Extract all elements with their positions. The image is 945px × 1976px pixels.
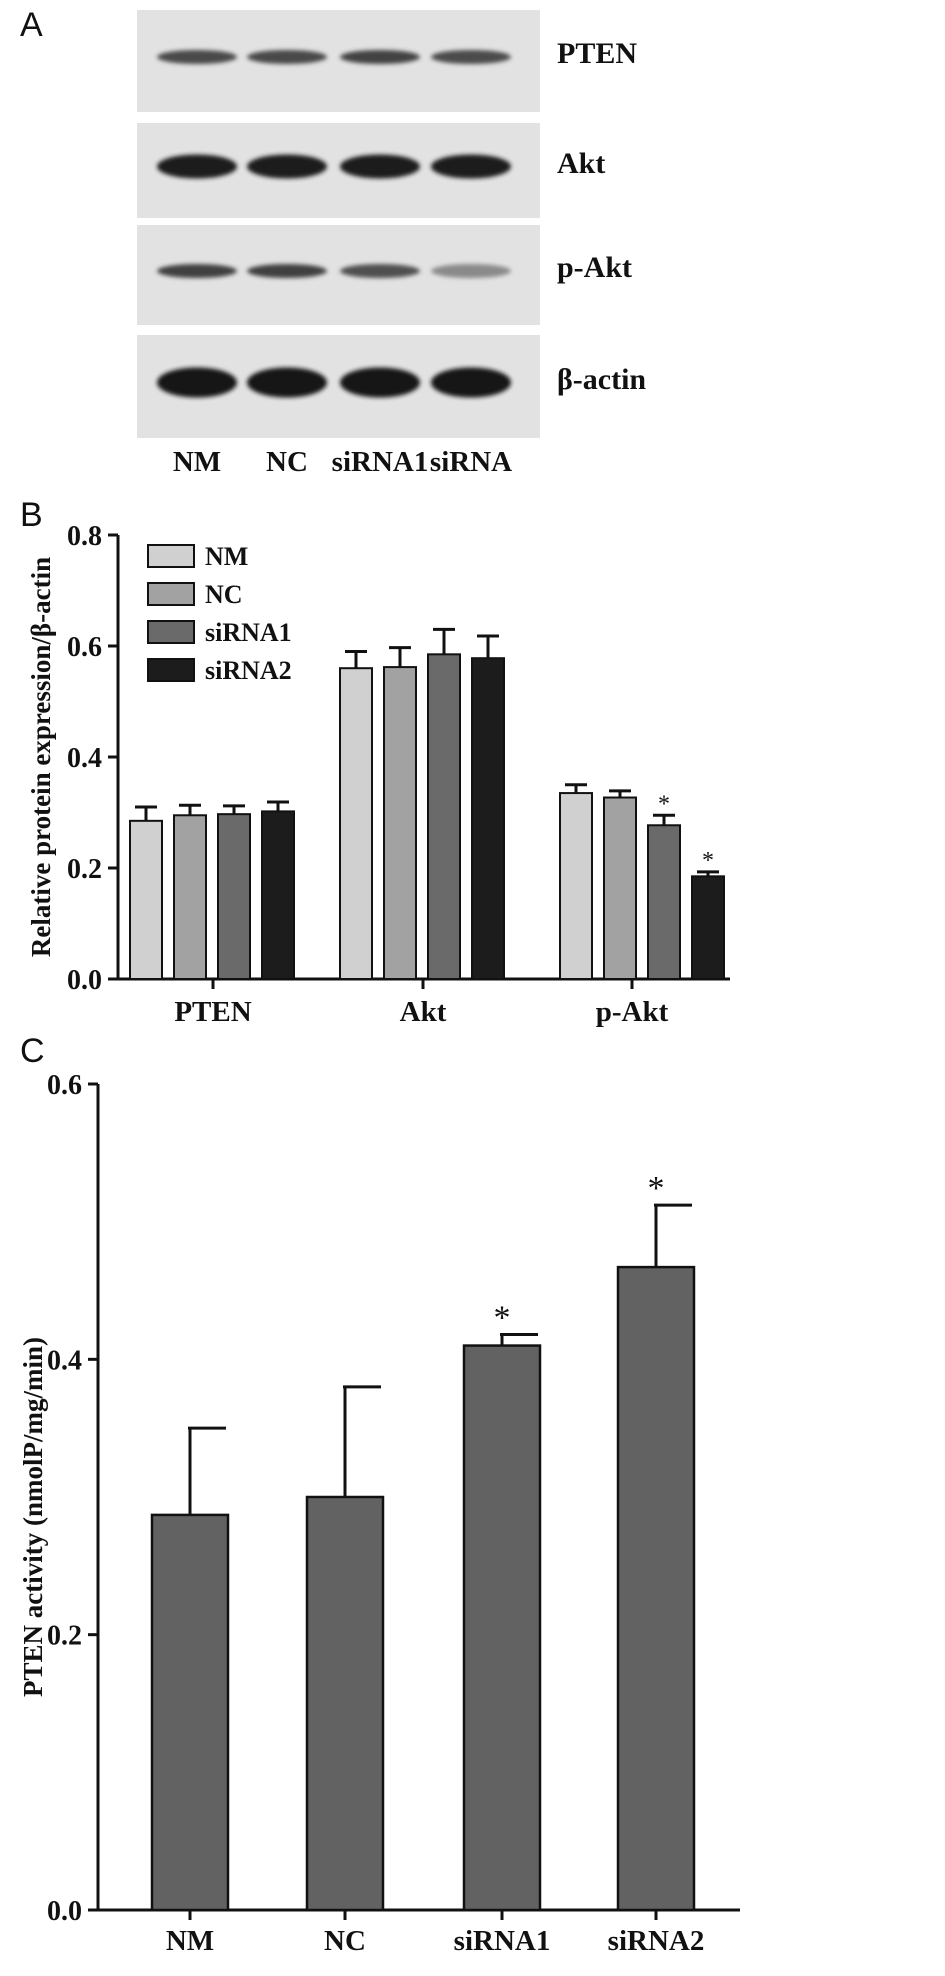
blot-band	[340, 154, 420, 179]
blot-band	[431, 367, 511, 398]
bar	[217, 813, 251, 981]
significance-star: *	[702, 848, 714, 874]
y-tick-label: 0.0	[67, 965, 102, 996]
y-tick-label: 0.2	[47, 1621, 82, 1652]
x-tick-label: NM	[166, 1925, 214, 1957]
legend-swatch	[147, 620, 195, 644]
y-axis-label: Relative protein expression/β-actin	[26, 557, 56, 957]
blot-band	[431, 264, 511, 278]
blot-label: β-actin	[557, 362, 647, 396]
western-blot	[137, 10, 540, 438]
y-tick-label: 0.6	[67, 632, 102, 663]
x-tick-label: siRNA2	[608, 1925, 705, 1957]
blot-band	[157, 50, 237, 64]
blot-label: Akt	[557, 146, 606, 180]
blot-band	[340, 264, 420, 278]
bar	[339, 667, 373, 980]
panel-a-letter: A	[20, 6, 43, 44]
significance-star: *	[648, 1170, 665, 1207]
blot-band	[247, 264, 327, 278]
legend-label: siRNA1	[205, 618, 292, 647]
blot-band	[247, 154, 327, 179]
blot-band	[157, 367, 237, 398]
panel-c-letter: C	[20, 1032, 45, 1070]
lane-label: NM	[172, 446, 222, 478]
bar	[616, 1265, 696, 1912]
legend-swatch	[147, 544, 195, 568]
lane-label: siRNA	[429, 446, 513, 478]
legend-label: NC	[205, 580, 243, 609]
legend-swatch	[147, 658, 195, 682]
blot-label: p-Akt	[557, 251, 633, 284]
x-tick-label: siRNA1	[454, 1925, 551, 1957]
y-tick-label: 0.8	[67, 521, 102, 552]
x-tick-label: Akt	[400, 996, 447, 1028]
legend-label: siRNA2	[205, 656, 292, 685]
y-tick-label: 0.6	[47, 1070, 82, 1101]
bar	[559, 792, 593, 981]
bar	[462, 1344, 542, 1912]
bar	[261, 810, 295, 981]
bar	[427, 653, 461, 980]
x-tick-label: NC	[324, 1925, 366, 1957]
legend-swatch	[147, 582, 195, 606]
y-tick-label: 0.4	[67, 743, 102, 774]
bar	[383, 666, 417, 980]
lane-label: siRNA1	[331, 446, 429, 478]
y-tick-label: 0.4	[47, 1345, 82, 1376]
blot-label: PTEN	[557, 37, 638, 70]
bar	[471, 657, 505, 981]
bar	[647, 824, 681, 981]
bar	[305, 1495, 385, 1912]
bar	[173, 814, 207, 980]
bar	[129, 819, 163, 981]
y-tick-label: 0.2	[67, 854, 102, 885]
blot-band	[340, 50, 420, 64]
blot-band	[247, 50, 327, 64]
y-tick-label: 0.0	[47, 1896, 82, 1927]
bar	[150, 1513, 230, 1912]
x-tick-label: PTEN	[174, 996, 251, 1028]
blot-band	[431, 154, 511, 179]
legend-label: NM	[205, 542, 248, 571]
protein-expression-chart: 0.0 0.2 0.4 0.6 0.8 Relative protein expressi…	[26, 521, 730, 1028]
blot-band	[340, 367, 420, 398]
bar	[691, 875, 725, 981]
blot-band	[157, 264, 237, 278]
panel-b-letter: B	[20, 496, 43, 534]
blot-band	[431, 50, 511, 64]
blot-band	[247, 367, 327, 398]
significance-star: *	[494, 1300, 511, 1337]
y-axis-label: PTEN activity (nmolP/mg/min)	[18, 1337, 48, 1697]
blot-band	[157, 154, 237, 179]
bar	[603, 796, 637, 981]
pten-activity-chart: 0.0 0.2 0.4 0.6 PTEN activity (nmolP/mg/min)…	[18, 1070, 740, 1957]
lane-label: NC	[266, 446, 308, 478]
significance-star: *	[658, 791, 670, 817]
x-tick-label: p-Akt	[596, 996, 669, 1028]
